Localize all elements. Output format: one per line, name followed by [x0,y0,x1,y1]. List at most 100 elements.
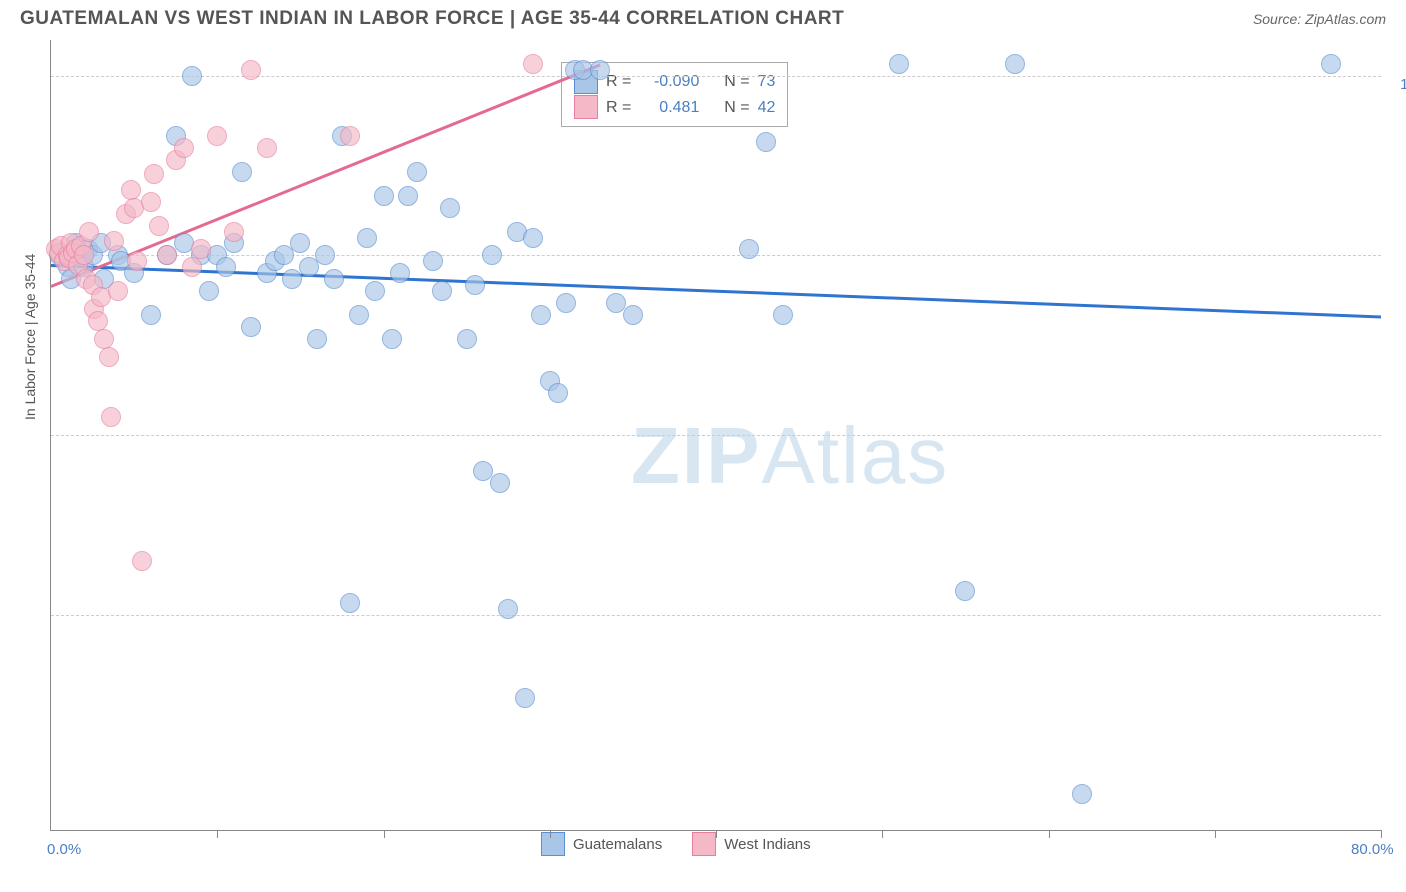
data-point [241,317,261,337]
legend-label: West Indians [724,836,810,853]
r-value: 0.481 [639,95,699,121]
data-point [773,305,793,325]
data-point [182,257,202,277]
data-point [390,263,410,283]
watermark-light: Atlas [761,411,949,500]
x-tick [550,830,551,838]
gridline-h [51,615,1381,616]
x-tick-label: 80.0% [1351,841,1394,858]
x-tick [384,830,385,838]
trend-line [51,264,1381,318]
data-point [374,186,394,206]
x-tick [217,830,218,838]
data-point [465,275,485,295]
data-point [423,251,443,271]
data-point [490,473,510,493]
data-point [756,132,776,152]
data-point [241,60,261,80]
data-point [440,198,460,218]
y-tick-label: 100.0% [1391,76,1406,93]
data-point [523,228,543,248]
data-point [398,186,418,206]
data-point [121,180,141,200]
r-label: R = [606,95,631,121]
data-point [623,305,643,325]
data-point [94,329,114,349]
x-tick [1215,830,1216,838]
data-point [199,281,219,301]
legend-swatch [692,832,716,856]
n-value: 73 [758,69,776,95]
data-point [432,281,452,301]
data-point [174,138,194,158]
data-point [127,251,147,271]
data-point [149,216,169,236]
chart-header: GUATEMALAN VS WEST INDIAN IN LABOR FORCE… [0,0,1406,34]
data-point [1072,784,1092,804]
data-point [498,599,518,619]
stats-row: R = 0.481 N = 42 [574,95,775,121]
data-point [739,239,759,259]
y-tick-label: 70.0% [1391,435,1406,452]
data-point [257,138,277,158]
data-point [307,329,327,349]
legend-swatch [574,95,598,119]
data-point [99,347,119,367]
n-label: N = [724,95,749,121]
data-point [523,54,543,74]
y-tick-label: 55.0% [1391,615,1406,632]
data-point [157,245,177,265]
legend-item: Guatemalans [541,832,662,856]
data-point [144,164,164,184]
data-point [382,329,402,349]
data-point [315,245,335,265]
data-point [191,239,211,259]
data-point [340,126,360,146]
data-point [955,581,975,601]
data-point [1005,54,1025,74]
scatter-chart: ZIPAtlas R =-0.090 N =73R =0.481 N =42 G… [50,40,1381,831]
data-point [108,281,128,301]
x-tick-label: 0.0% [47,841,81,858]
data-point [74,245,94,265]
data-point [590,60,610,80]
n-label: N = [724,69,749,95]
data-point [482,245,502,265]
data-point [290,233,310,253]
r-value: -0.090 [639,69,699,95]
data-point [232,162,252,182]
data-point [141,305,161,325]
data-point [132,551,152,571]
data-point [1321,54,1341,74]
watermark: ZIPAtlas [631,410,949,502]
r-label: R = [606,69,631,95]
data-point [224,222,244,242]
data-point [182,66,202,86]
data-point [141,192,161,212]
data-point [349,305,369,325]
x-tick [1381,830,1382,838]
gridline-h [51,435,1381,436]
data-point [104,231,124,251]
data-point [889,54,909,74]
legend-swatch [541,832,565,856]
bottom-legend: Guatemalans West Indians [541,832,811,856]
data-point [548,383,568,403]
data-point [207,126,227,146]
x-tick [1049,830,1050,838]
chart-title: GUATEMALAN VS WEST INDIAN IN LABOR FORCE… [20,8,844,30]
data-point [101,407,121,427]
data-point [407,162,427,182]
n-value: 42 [758,95,776,121]
x-tick [716,830,717,838]
data-point [216,257,236,277]
y-axis-label: In Labor Force | Age 35-44 [22,254,38,420]
y-tick-label: 85.0% [1391,255,1406,272]
legend-item: West Indians [692,832,810,856]
data-point [357,228,377,248]
data-point [515,688,535,708]
x-tick [882,830,883,838]
data-point [340,593,360,613]
data-point [365,281,385,301]
watermark-bold: ZIP [631,411,761,500]
